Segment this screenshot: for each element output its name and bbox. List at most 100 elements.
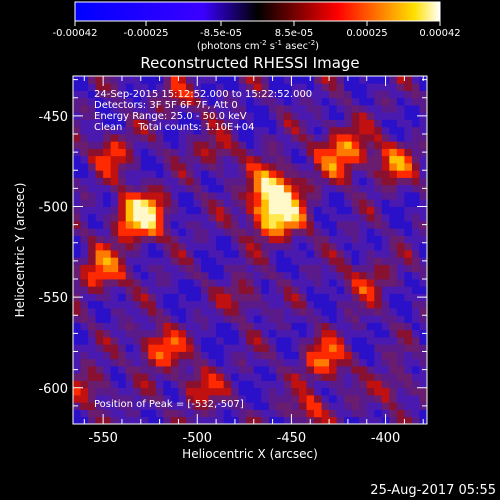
heatmap-cell <box>366 300 375 309</box>
heatmap-cell <box>163 199 172 207</box>
heatmap-cell <box>178 264 187 273</box>
heatmap-cell <box>374 221 383 229</box>
heatmap-cell <box>366 387 375 396</box>
heatmap-cell <box>298 322 307 331</box>
heatmap-cell <box>411 221 420 229</box>
heatmap-cell <box>170 126 179 135</box>
heatmap-cell <box>291 206 300 215</box>
heatmap-cell <box>374 373 383 381</box>
heatmap-cell <box>268 155 277 164</box>
heatmap-cell <box>404 395 413 403</box>
heatmap-cell <box>148 409 157 418</box>
heatmap-cell <box>351 199 360 207</box>
heatmap-cell <box>163 366 172 374</box>
colorbar-tick-label: 0.00042 <box>419 28 460 39</box>
heatmap-cell <box>178 416 187 424</box>
heatmap-cell <box>314 163 322 171</box>
heatmap-cell <box>276 409 285 418</box>
heatmap-cell <box>103 322 112 331</box>
heatmap-cell <box>238 373 247 381</box>
heatmap-cell <box>185 206 194 215</box>
heatmap-cell <box>95 293 104 302</box>
heatmap-cell <box>291 271 300 280</box>
heatmap-cell <box>411 300 420 309</box>
heatmap-cell <box>396 271 405 280</box>
heatmap-cell <box>208 293 217 302</box>
heatmap-cell <box>133 235 142 244</box>
heatmap-cell <box>306 337 315 345</box>
heatmap-cell <box>261 257 270 265</box>
heatmap-cell <box>329 105 338 113</box>
heatmap-cell <box>404 184 413 193</box>
heatmap-cell <box>88 250 96 258</box>
heatmap-cell <box>163 329 172 338</box>
heatmap-cell <box>336 206 345 215</box>
heatmap-cell <box>344 97 353 106</box>
heatmap-cell <box>103 300 112 309</box>
heatmap-cell <box>359 300 368 309</box>
heatmap-cell <box>238 315 247 323</box>
heatmap-cell <box>261 395 270 403</box>
heatmap-cell <box>110 402 119 410</box>
heatmap-cell <box>103 141 112 149</box>
heatmap-cell <box>396 380 405 389</box>
heatmap-cell <box>366 148 375 157</box>
heatmap-cell <box>95 155 104 164</box>
heatmap-cell <box>133 76 142 84</box>
heatmap-cell <box>359 279 368 287</box>
heatmap-cell <box>193 148 202 157</box>
heatmap-cell <box>389 126 398 135</box>
heatmap-cell <box>73 242 81 251</box>
heatmap-cell <box>103 279 112 287</box>
heatmap-cell <box>95 351 104 360</box>
heatmap-cell <box>321 213 330 222</box>
heatmap-cell <box>396 300 405 309</box>
heatmap-cell <box>140 257 149 265</box>
heatmap-cell <box>253 308 262 316</box>
heatmap-cell <box>268 271 277 280</box>
heatmap-cell <box>246 351 255 360</box>
heatmap-cell <box>103 250 112 258</box>
heatmap-cell <box>231 264 240 273</box>
heatmap-cell <box>88 257 96 265</box>
heatmap-cell <box>276 141 285 149</box>
heatmap-cell <box>231 119 240 128</box>
heatmap-cell <box>321 286 330 294</box>
heatmap-cell <box>268 192 277 200</box>
heatmap-cell <box>359 184 368 193</box>
heatmap-cell <box>246 141 255 149</box>
heatmap-cell <box>133 250 142 258</box>
heatmap-cell <box>366 76 375 84</box>
heatmap-cell <box>223 409 232 418</box>
heatmap-cell <box>140 402 149 410</box>
heatmap-cell <box>329 177 338 186</box>
heatmap-cell <box>133 119 142 128</box>
x-axis-label: Heliocentric X (arcsec) <box>182 447 318 461</box>
heatmap-cell <box>133 126 142 135</box>
heatmap-cell <box>185 344 194 352</box>
heatmap-cell <box>95 271 104 280</box>
heatmap-cell <box>381 300 390 309</box>
heatmap-cell <box>268 83 277 91</box>
heatmap-cell <box>185 308 194 316</box>
heatmap-cell <box>329 155 338 164</box>
heatmap-cell <box>140 409 149 418</box>
heatmap-cell <box>140 213 149 222</box>
heatmap-cell <box>389 300 398 309</box>
heatmap-cell <box>193 402 202 410</box>
heatmap-cell <box>73 315 81 323</box>
heatmap-cell <box>321 250 330 258</box>
heatmap-cell <box>381 83 390 91</box>
heatmap-cell <box>110 90 119 99</box>
heatmap-cell <box>163 279 172 287</box>
heatmap-cell <box>321 155 330 164</box>
heatmap-cell <box>396 228 405 236</box>
heatmap-cell <box>73 344 81 352</box>
heatmap-cell <box>283 271 292 280</box>
heatmap-cell <box>155 264 164 273</box>
heatmap-cell <box>306 409 315 418</box>
heatmap-cell <box>291 170 300 178</box>
heatmap-cell <box>344 83 353 91</box>
heatmap-cell <box>103 329 112 338</box>
heatmap-cell <box>178 351 187 360</box>
